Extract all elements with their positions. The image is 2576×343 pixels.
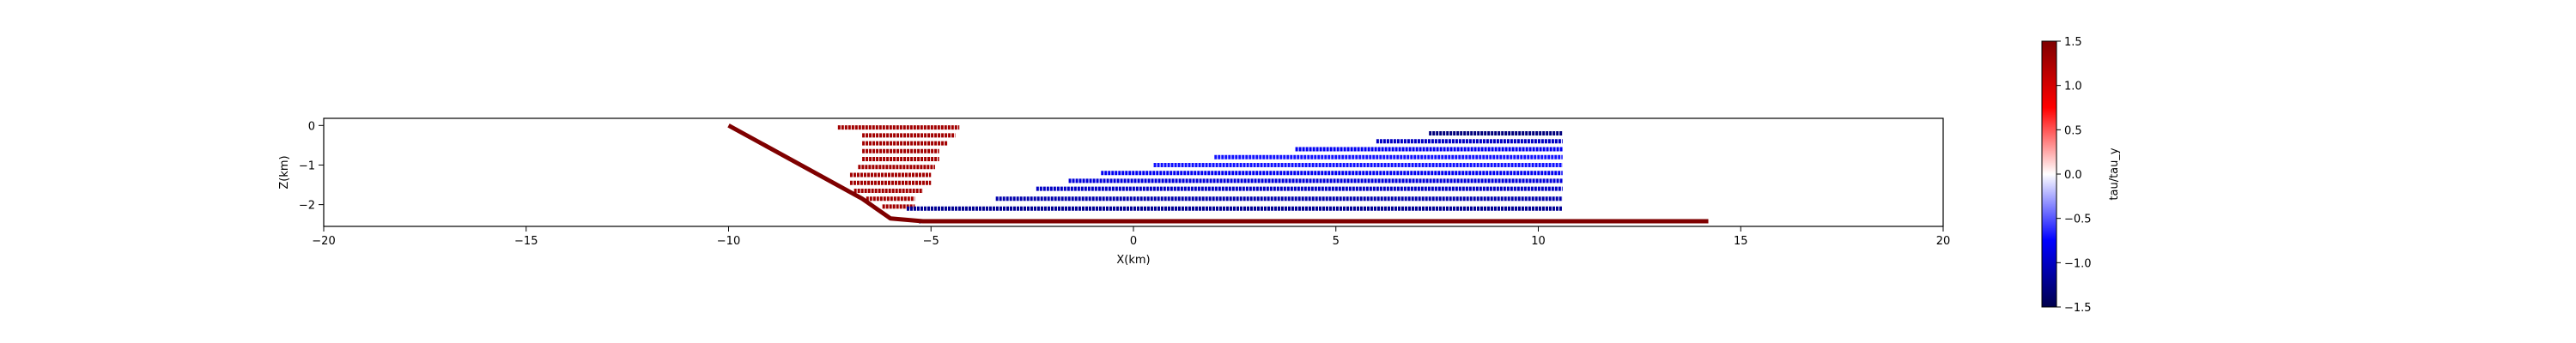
colorbar-tick-label: 1.5 [2064,36,2082,49]
plot-area [323,117,1944,227]
x-tick-label: −20 [312,235,335,248]
y-tick-label: 0 [308,120,315,133]
colorbar-tick-label: 0.0 [2064,169,2082,182]
y-tick-label: −2 [299,200,315,213]
colorbar-tick-label: −1.0 [2064,257,2092,270]
x-tick-label: −10 [717,235,740,248]
x-tick-label: 5 [1333,235,1340,248]
colorbar-tick-label: 1.0 [2064,81,2082,93]
x-axis-label: X(km) [1116,254,1150,267]
x-tick-label: −5 [923,235,939,248]
x-tick-label: 15 [1734,235,1748,248]
x-tick-label: −15 [514,235,538,248]
x-tick-label: 20 [1936,235,1951,248]
x-tick-label: 10 [1531,235,1546,248]
x-axis-ticks: −20 −15 −10 −5 0 5 10 15 20 [312,226,1950,248]
colorbar: 1.5 1.0 0.5 0.0 −0.5 −1.0 −1.5 tau/tau_y [2041,36,2121,315]
y-axis-ticks: 0 −1 −2 [299,120,324,213]
colorbar-label: tau/tau_y [2108,147,2121,200]
y-tick-label: −1 [299,159,315,172]
colorbar-tick-label: −0.5 [2064,214,2092,226]
x-tick-label: 0 [1130,235,1137,248]
colorbar-tick-label: 0.5 [2064,124,2082,137]
colorbar-gradient [2041,40,2057,308]
fault-trace [727,123,1709,224]
colorbar-tick-label: −1.5 [2064,302,2092,315]
series-layer [837,125,1709,224]
colorbar-ticks: 1.5 1.0 0.5 0.0 −0.5 −1.0 −1.5 [2057,36,2092,315]
y-axis-label: Z(km) [278,155,291,189]
